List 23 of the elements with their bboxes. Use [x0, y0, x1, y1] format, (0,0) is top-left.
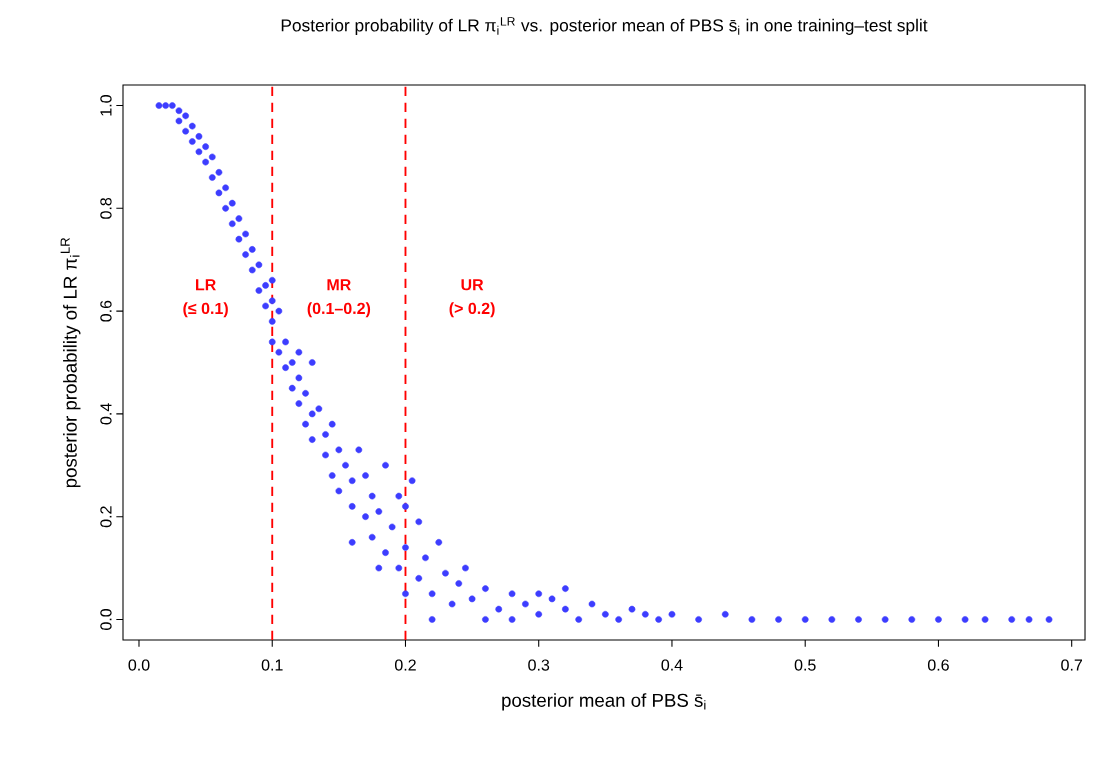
x-tick-label: 0.4 — [661, 659, 683, 671]
y-tick-label: 0.2 — [100, 506, 112, 528]
annotation: LR — [196, 279, 216, 291]
x-tick-label: 0.0 — [128, 659, 150, 671]
y-tick-label: 0.8 — [100, 197, 112, 219]
x-tick-label: 0.1 — [261, 659, 283, 671]
y-tick-label: 1.0 — [100, 95, 112, 116]
annotation: (> 0.2) — [449, 302, 495, 318]
y-axis-title: posterior probability of LR π$_{i}$LR — [60, 237, 81, 488]
annotation: (≤ 0.1) — [183, 302, 228, 318]
x-tick-label: 0.2 — [394, 659, 416, 671]
x-tick-label: 0.3 — [528, 659, 550, 671]
y-tick-label: 0.0 — [100, 608, 112, 630]
annotation: UR — [461, 279, 484, 291]
chart-title: Posterior probability of LR π$_{i}$$^{LR}$ vs. posterior mean of PBS s̄$_{i}$ in one training–test split — [281, 17, 928, 35]
y-tick-label: 0.4 — [100, 403, 112, 425]
y-tick-label: 0.6 — [100, 300, 112, 322]
annotation: MR — [327, 279, 351, 291]
x-tick-label: 0.5 — [794, 659, 816, 671]
annotation: (0.1–0.2) — [307, 302, 371, 318]
x-tick-label: 0.6 — [927, 659, 949, 671]
x-tick-label: 0.7 — [1061, 659, 1083, 671]
x-axis-title: posterior mean of PBS s̄$_{i}$ — [502, 693, 706, 711]
